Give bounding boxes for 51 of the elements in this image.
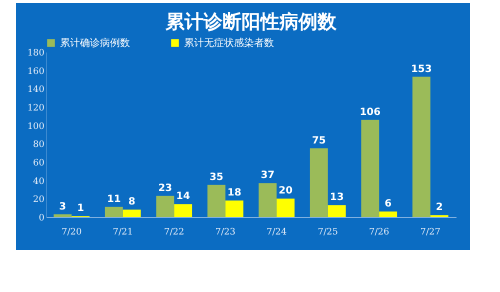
x-tick-label: 7/26 (369, 228, 390, 238)
data-label: 6 (384, 198, 392, 210)
data-label: 8 (128, 196, 136, 208)
bar (328, 205, 346, 217)
bar (207, 184, 226, 217)
data-label: 35 (209, 172, 224, 183)
data-label: 23 (158, 182, 172, 194)
x-tick-label: 7/21 (112, 228, 133, 238)
data-label: 1 (77, 203, 84, 214)
y-tick-label: 0 (38, 214, 45, 224)
x-tick-label: 7/23 (215, 228, 236, 238)
chart-title: 累计诊断阳性病例数 (164, 11, 338, 33)
y-tick-label: 40 (33, 176, 45, 187)
data-label: 13 (330, 192, 344, 204)
y-tick-label: 160 (27, 66, 45, 77)
data-label: 153 (410, 64, 432, 75)
bar (276, 198, 295, 217)
bar (310, 148, 328, 217)
x-tick-label: 7/27 (420, 228, 441, 238)
bar (174, 204, 192, 217)
data-label: 14 (176, 191, 190, 202)
data-label: 20 (278, 186, 293, 197)
y-tick-label: 120 (27, 104, 45, 114)
bar (54, 214, 72, 217)
legend-label: 累计确诊病例数 (60, 37, 130, 49)
bar (104, 206, 123, 217)
bar (412, 76, 430, 217)
data-label: 37 (260, 170, 275, 182)
legend-label: 累计无症状感染者数 (184, 37, 274, 49)
x-tick-label: 7/24 (266, 228, 287, 238)
bar (258, 183, 277, 217)
x-tick-label: 7/22 (164, 228, 184, 238)
data-label: 2 (436, 202, 443, 214)
y-tick-label: 60 (33, 158, 45, 168)
data-label: 106 (360, 106, 381, 118)
bar (122, 210, 141, 217)
x-tick-label: 7/25 (318, 228, 338, 238)
bar (225, 200, 244, 217)
data-label: 11 (106, 194, 121, 205)
bar (156, 196, 174, 217)
data-label: 75 (312, 135, 326, 146)
y-tick-label: 180 (27, 48, 45, 58)
x-tick-label: 7/20 (62, 228, 82, 238)
y-tick-label: 80 (33, 140, 45, 150)
y-tick-label: 100 (27, 122, 45, 132)
bar (379, 212, 398, 217)
data-label: 18 (227, 188, 242, 198)
y-tick-label: 140 (27, 85, 45, 96)
bar (361, 120, 380, 217)
y-tick-label: 20 (33, 195, 45, 206)
data-label: 3 (59, 201, 66, 212)
